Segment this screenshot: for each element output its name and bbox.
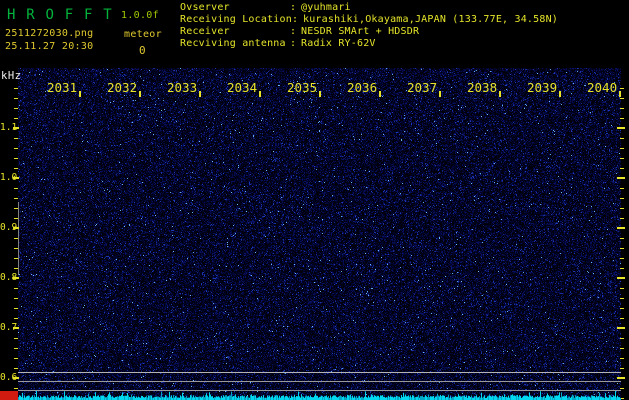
- time-axis-label: 2040: [587, 80, 618, 95]
- app-version: 1.0.0f: [121, 10, 159, 21]
- info-separator: :: [290, 38, 297, 49]
- record-datetime: 25.11.27 20:30: [5, 41, 94, 52]
- output-filename: 2511272030.png: [5, 28, 94, 39]
- frequency-axis-label: 1.0: [0, 172, 18, 183]
- time-axis-label: 2038: [467, 80, 498, 95]
- info-value: NESDR SMArt + HDSDR: [301, 26, 420, 37]
- frequency-axis-label: 0.9: [0, 222, 18, 233]
- time-axis-label: 2037: [407, 80, 438, 95]
- echo-count: 0: [139, 44, 146, 57]
- info-label: Receiving Location: [180, 14, 292, 25]
- info-value: @yuhmari: [301, 2, 351, 13]
- info-separator: :: [290, 2, 297, 13]
- time-axis-label: 2035: [287, 80, 318, 95]
- info-separator: :: [291, 14, 299, 25]
- info-label: Receiver: [180, 26, 230, 37]
- time-axis-label: 2039: [527, 80, 558, 95]
- time-axis-label: 2032: [107, 80, 138, 95]
- observer-info-block: Ovserver: @yuhmari Receiving Location: kura…: [180, 2, 558, 50]
- info-value: Radix RY-62V: [301, 38, 376, 49]
- info-value: kurashiki,Okayama,JAPAN (133.77E, 34.58N…: [302, 14, 559, 25]
- info-separator: :: [290, 26, 297, 37]
- info-row: Ovserver: @yuhmari: [180, 2, 558, 14]
- observation-mode-label: meteor: [124, 29, 162, 40]
- app-title: H R O F F T: [7, 7, 113, 23]
- info-label: Ovserver: [180, 2, 230, 13]
- frequency-axis-unit-label: kHz: [1, 70, 22, 82]
- info-label: Recviving antenna: [180, 38, 286, 49]
- frequency-axis-label: 1.1: [0, 122, 18, 133]
- time-axis-label: 2036: [347, 80, 378, 95]
- frequency-axis-label: 0.8: [0, 272, 18, 283]
- info-row: Receiver: NESDR SMArt + HDSDR: [180, 26, 558, 38]
- time-axis-label: 2034: [227, 80, 258, 95]
- info-row: Recviving antenna: Radix RY-62V: [180, 38, 558, 50]
- time-axis-label: 2031: [47, 80, 78, 95]
- frequency-axis-label: 0.6: [0, 372, 18, 383]
- info-row: Receiving Location: kurashiki,Okayama,JAP…: [180, 14, 558, 26]
- time-axis-label: 2033: [167, 80, 198, 95]
- frequency-axis-label: 0.7: [0, 322, 18, 333]
